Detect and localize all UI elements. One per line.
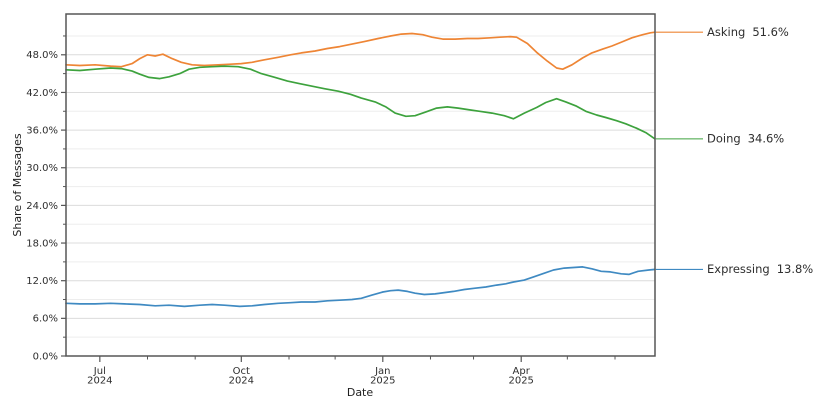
y-tick-label: 6.0% (33, 314, 58, 325)
plot-border (65, 13, 656, 357)
data-series (65, 31, 656, 308)
annotation-doing: Doing 34.6% (707, 132, 784, 146)
y-tick-label: 36.0% (26, 125, 58, 136)
y-tick-label: 30.0% (26, 163, 58, 174)
annotation-expressing: Expressing 13.8% (707, 262, 813, 276)
series-line-expressing (65, 266, 656, 308)
annotation-asking: Asking 51.6% (707, 25, 789, 39)
series-end-annotations: Asking 51.6% Doing 34.6% Expressing 13.8% (656, 25, 813, 276)
y-tick-label: 24.0% (26, 201, 58, 212)
x-tick-label-year: 2024 (229, 376, 254, 387)
x-tick-label-year: 2025 (508, 376, 533, 387)
x-tick-label-month: Oct (233, 366, 250, 377)
x-tick-label-month: Jul (93, 366, 106, 377)
x-tick-label-year: 2025 (370, 376, 395, 387)
tick-labels: 0.0% 6.0% 12.0% 18.0% 24.0% 30.0% 36.0% 42.0% 48… (26, 50, 534, 386)
x-tick-label-month: Jan (374, 366, 390, 377)
gridlines (66, 35, 655, 338)
axis-ticks (61, 35, 616, 362)
y-tick-label: 42.0% (26, 88, 58, 99)
plot-frame (65, 13, 656, 357)
x-tick-label-year: 2024 (87, 376, 112, 387)
y-tick-label: 48.0% (26, 50, 58, 61)
x-axis-label: Date (347, 386, 374, 399)
series-line-doing (65, 65, 656, 140)
y-axis-label: Share of Messages (11, 133, 24, 237)
y-tick-label: 0.0% (33, 351, 58, 362)
x-tick-label-month: Apr (513, 366, 531, 377)
y-tick-label: 18.0% (26, 238, 58, 249)
series-line-asking (65, 31, 656, 71)
y-tick-label: 12.0% (26, 276, 58, 287)
